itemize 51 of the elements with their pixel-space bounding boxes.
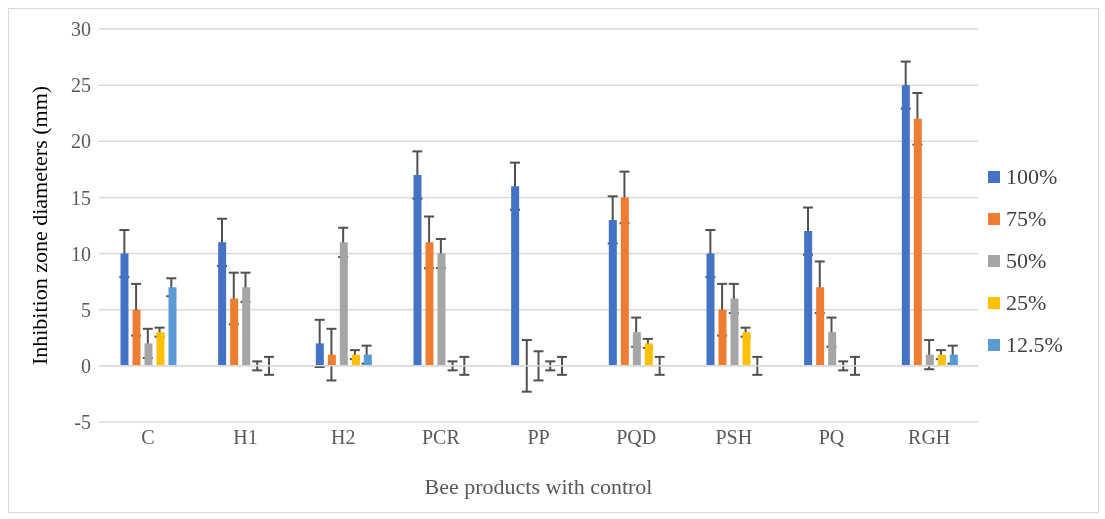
x-tick-label: PQ bbox=[818, 426, 845, 449]
y-tick-label: 25 bbox=[71, 74, 91, 97]
bar bbox=[620, 197, 629, 366]
y-tick-label: 20 bbox=[71, 130, 91, 153]
bar bbox=[608, 219, 617, 366]
legend-label: 75% bbox=[1006, 205, 1047, 232]
bar bbox=[706, 253, 715, 366]
x-tick-label: PSH bbox=[715, 426, 753, 449]
bar bbox=[339, 242, 348, 366]
bar bbox=[828, 332, 837, 366]
bar bbox=[218, 242, 227, 366]
bar bbox=[511, 186, 520, 366]
bar bbox=[730, 298, 739, 366]
bar bbox=[644, 343, 653, 366]
x-tick-label: H1 bbox=[233, 426, 258, 449]
y-axis-title: Inhibition zone diameters (mm) bbox=[26, 85, 52, 366]
y-tick-label: 0 bbox=[81, 354, 91, 377]
x-tick-label: C bbox=[141, 426, 155, 449]
bar bbox=[816, 287, 825, 366]
bar bbox=[425, 242, 434, 366]
x-tick-label: RGH bbox=[908, 426, 951, 449]
y-tick-label: 5 bbox=[81, 298, 91, 321]
x-tick-label: PP bbox=[527, 426, 550, 449]
bar bbox=[742, 332, 751, 366]
legend-label: 25% bbox=[1006, 289, 1047, 316]
legend-label: 50% bbox=[1006, 247, 1047, 274]
bar bbox=[120, 253, 129, 366]
bar bbox=[413, 174, 422, 366]
bar bbox=[913, 118, 922, 366]
bar bbox=[718, 309, 727, 366]
x-tick-label: PQD bbox=[616, 426, 657, 449]
bar bbox=[242, 287, 251, 366]
legend-label: 12.5% bbox=[1006, 331, 1063, 358]
y-tick-label: 15 bbox=[71, 186, 91, 209]
bar bbox=[901, 85, 910, 366]
bar bbox=[156, 332, 165, 366]
y-tick-label: -5 bbox=[74, 411, 91, 434]
y-tick-label: 10 bbox=[71, 242, 91, 265]
bar bbox=[230, 298, 239, 366]
bar bbox=[132, 309, 141, 366]
bar bbox=[804, 231, 813, 366]
bar bbox=[315, 343, 324, 366]
bar bbox=[437, 253, 446, 366]
bar bbox=[632, 332, 641, 366]
bar bbox=[168, 287, 177, 366]
y-tick-label: 30 bbox=[71, 18, 91, 41]
x-tick-label: PCR bbox=[421, 426, 461, 449]
x-axis-title: Bee products with control bbox=[424, 474, 653, 499]
x-tick-label: H2 bbox=[330, 426, 356, 449]
legend-label: 100% bbox=[1006, 163, 1058, 190]
bar bbox=[144, 343, 153, 366]
